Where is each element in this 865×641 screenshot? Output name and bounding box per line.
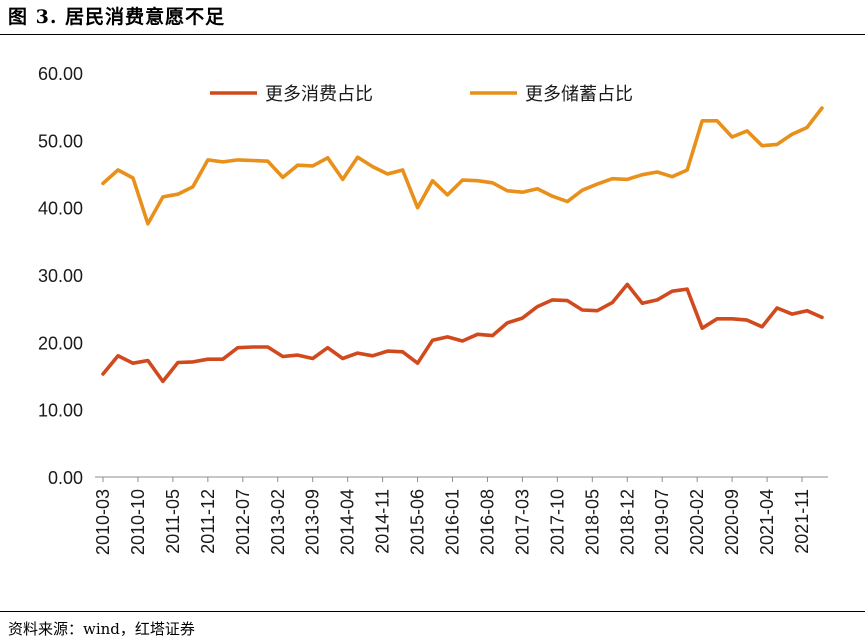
series-group: [101, 106, 824, 384]
legend-label: 更多消费占比: [265, 84, 373, 105]
y-tick-label: 60.00: [38, 64, 83, 84]
y-tick-label: 0.00: [48, 468, 83, 488]
x-tick-label: 2014-04: [338, 489, 358, 555]
x-tick-label: 2010-03: [93, 489, 113, 555]
x-tick-label: 2011-12: [198, 489, 218, 554]
y-tick-label: 50.00: [38, 131, 83, 151]
x-tick-label: 2019-07: [652, 489, 672, 555]
y-tick-label: 40.00: [38, 199, 83, 219]
x-tick-label: 2018-05: [582, 489, 602, 555]
series-line-consume: [101, 282, 824, 384]
x-tick-label: 2017-10: [547, 489, 567, 555]
legend-label: 更多储蓄占比: [525, 84, 633, 105]
series-line-save: [101, 106, 824, 226]
x-tick-label: 2021-04: [757, 489, 777, 555]
line-chart: 0.00 10.00 20.00 30.00 40.00 50.00 60.00 2010-…: [38, 64, 828, 555]
y-tick-label: 20.00: [38, 333, 83, 353]
y-tick-label: 10.00: [38, 401, 83, 421]
x-tick-label: 2015-06: [408, 489, 428, 555]
y-axis: 0.00 10.00 20.00 30.00 40.00 50.00 60.00: [38, 64, 83, 488]
x-tick-label: 2010-10: [128, 489, 148, 555]
top-rule: [0, 34, 865, 35]
x-tick-label: 2012-07: [233, 489, 253, 555]
x-tick-label: 2016-08: [477, 489, 497, 555]
bottom-rule: [0, 611, 865, 612]
x-tick-label: 2014-11: [373, 489, 393, 554]
source-note: 资料来源：wind，红塔证券: [8, 620, 195, 638]
legend: 更多消费占比 更多储蓄占比: [210, 84, 633, 105]
x-tick-label: 2021-11: [792, 489, 812, 554]
x-tick-label: 2020-02: [687, 489, 707, 555]
y-tick-label: 30.00: [38, 266, 83, 286]
x-tick-label: 2013-02: [268, 489, 288, 555]
x-tick-label: 2016-01: [443, 489, 463, 555]
x-axis: 2010-03 2010-10 2011-05 2011-12 2012-07 2013-…: [93, 477, 812, 555]
x-tick-label: 2018-12: [617, 489, 637, 555]
figure-title: 图 3. 居民消费意愿不足: [8, 6, 226, 28]
x-tick-label: 2020-09: [722, 489, 742, 555]
x-tick-label: 2011-05: [163, 489, 183, 554]
x-tick-label: 2017-03: [512, 489, 532, 555]
x-tick-label: 2013-09: [303, 489, 323, 555]
